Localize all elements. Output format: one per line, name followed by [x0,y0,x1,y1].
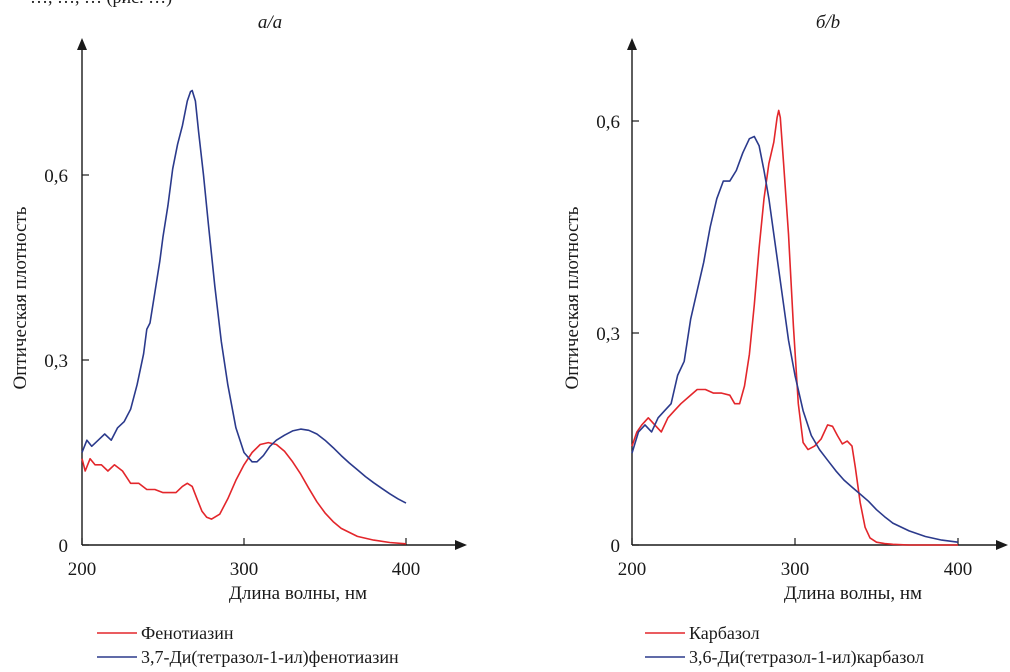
panel-b-legend-label-0: Карбазол [689,623,760,643]
panel-a-x-axis-label: Длина волны, нм [229,583,367,604]
panel-a-series-line-0 [81,441,407,545]
clipped-top-text: …, …, … (рис. …) [30,0,172,8]
panel-a-series-line-1 [81,89,407,504]
panel-b-y-axis-label: Оптическая плотность [562,206,583,389]
panel-b-y-tick-label: 0 [611,536,621,557]
panel-a-y-tick-label: 0,6 [44,166,68,187]
panel-a-y-tick-label: 0 [59,536,69,557]
panel-b-label: б/b [816,12,840,33]
panel-a-series-group [81,89,407,545]
panel-b-series-group [631,109,959,546]
panel-b-series-line-1 [631,135,959,543]
chart-panel-b: б/b Оптическая плотность Длина волны, нм… [562,12,1008,668]
panel-a-y-tick-label: 0,3 [44,351,68,372]
panel-b-y-tick-label: 0,3 [596,324,620,345]
panel-a-legend-label-1: 3,7-Ди(тетразол-1-ил)фенотиазин [141,647,399,667]
panel-a-x-tick-label: 300 [230,559,259,580]
panel-a-label: a/a [258,12,282,33]
panel-a-y-axis-label: Оптическая плотность [10,206,31,389]
panel-a-tick-labels: 0 0,3 0,6 200 300 400 [44,166,420,580]
panel-b-x-axis-label: Длина волны, нм [784,583,922,604]
panel-a-x-tick-label: 200 [68,559,97,580]
panel-b-tick-labels: 0 0,3 0,6 200 300 400 [596,112,972,580]
panel-a-ticks [81,174,407,546]
panel-b-legend-label-1: 3,6-Ди(тетразол-1-ил)карбазол [689,647,924,667]
panel-b-x-tick-label: 200 [618,559,647,580]
chart-panel-a: a/a Оптическая плотность Длина волны, нм… [10,12,467,668]
panel-b-x-tick-label: 300 [781,559,810,580]
panel-a-x-tick-label: 400 [392,559,421,580]
panel-a-legend: Фенотиазин 3,7-Ди(тетразол-1-ил)фенотиаз… [97,623,399,668]
panel-b-y-tick-label: 0,6 [596,112,620,133]
panel-b-ticks [631,120,959,546]
panel-b-series-line-0 [631,109,958,546]
panel-b-x-tick-label: 400 [944,559,973,580]
panel-a-legend-label-0: Фенотиазин [141,623,234,643]
panel-b-legend: Карбазол 3,6-Ди(тетразол-1-ил)карбазол [645,623,924,668]
